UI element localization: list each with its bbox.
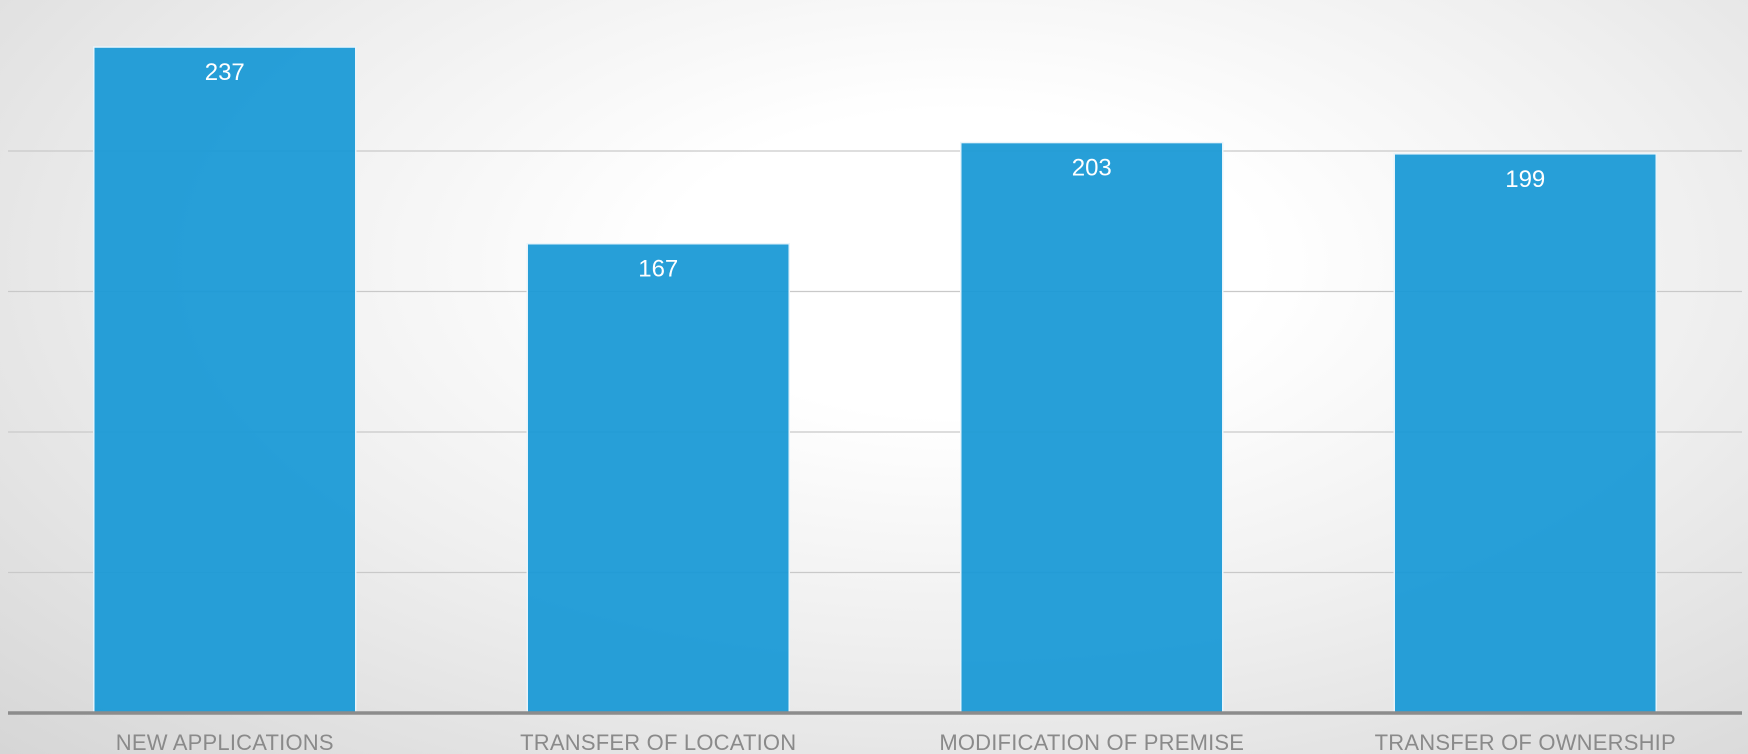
bar-2 xyxy=(526,242,790,714)
bar-1 xyxy=(93,46,357,714)
bar-3 xyxy=(960,141,1224,714)
category-label-3: MODIFICATION OF PREMISE xyxy=(939,730,1244,754)
value-label-2: 167 xyxy=(638,256,678,283)
value-label-4: 199 xyxy=(1505,166,1545,193)
category-label-2: TRANSFER OF LOCATION xyxy=(520,730,796,754)
category-labels: NEW APPLICATIONS TRANSFER OF LOCATION MODI… xyxy=(116,730,1676,754)
category-label-1: NEW APPLICATIONS xyxy=(116,730,334,754)
value-label-1: 237 xyxy=(205,59,245,86)
bars xyxy=(93,46,1657,714)
value-labels: 237 167 203 199 xyxy=(205,59,1546,283)
value-label-3: 203 xyxy=(1072,155,1112,182)
category-label-4: TRANSFER OF OWNERSHIP xyxy=(1375,730,1676,754)
bar-4 xyxy=(1393,153,1657,714)
